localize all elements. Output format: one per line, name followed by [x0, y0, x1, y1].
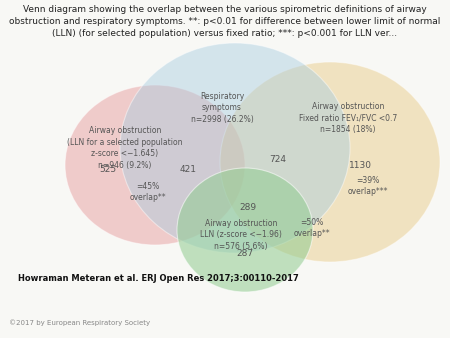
Text: 1130: 1130 [348, 161, 372, 169]
Text: Airway obstruction
LLN (z-score <−1.96)
n=576 (5.6%): Airway obstruction LLN (z-score <−1.96) … [200, 219, 282, 251]
Text: 724: 724 [270, 155, 287, 165]
Text: Airway obstruction
Fixed ratio FEV₁/FVC <0.7
n=1854 (18%): Airway obstruction Fixed ratio FEV₁/FVC … [299, 102, 397, 134]
Ellipse shape [120, 43, 350, 253]
Text: Venn diagram showing the overlap between the various spirometric definitions of : Venn diagram showing the overlap between… [9, 5, 441, 39]
Text: =39%
overlap***: =39% overlap*** [348, 176, 388, 196]
Text: ©2017 by European Respiratory Society: ©2017 by European Respiratory Society [9, 319, 150, 326]
Text: Howraman Meteran et al. ERJ Open Res 2017;3:00110-2017: Howraman Meteran et al. ERJ Open Res 201… [18, 274, 299, 283]
Ellipse shape [177, 168, 313, 292]
Text: 525: 525 [99, 166, 117, 174]
Ellipse shape [220, 62, 440, 262]
Text: 421: 421 [180, 166, 197, 174]
Text: =45%
overlap**: =45% overlap** [130, 182, 166, 202]
Text: Airway obstruction
(LLN for a selected population
z-score <−1.645)
n=946 (9.2%): Airway obstruction (LLN for a selected p… [67, 126, 183, 170]
Text: Respiratory
symptoms
n=2998 (26.2%): Respiratory symptoms n=2998 (26.2%) [191, 92, 253, 124]
Ellipse shape [65, 85, 245, 245]
Text: 289: 289 [239, 203, 256, 213]
Text: =50%
overlap**: =50% overlap** [294, 218, 330, 238]
Text: 287: 287 [236, 249, 253, 259]
